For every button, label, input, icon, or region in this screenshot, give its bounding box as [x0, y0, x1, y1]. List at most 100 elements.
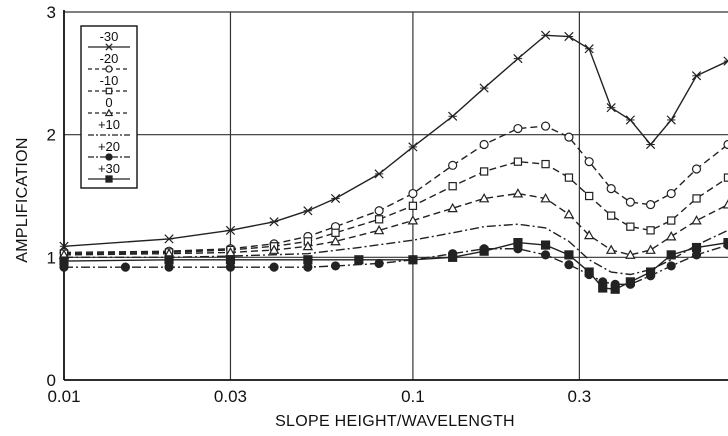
data-point — [645, 139, 656, 150]
data-point — [691, 242, 702, 253]
data-point — [564, 260, 574, 270]
data-point — [374, 215, 384, 224]
data-point — [606, 211, 616, 220]
data-point — [407, 215, 419, 225]
legend-label: -30 — [100, 29, 119, 44]
data-point — [105, 153, 113, 161]
data-point — [666, 250, 676, 260]
data-point — [303, 255, 313, 265]
data-point — [691, 215, 702, 225]
series-7 — [59, 238, 728, 294]
data-point — [646, 226, 655, 235]
data-point — [540, 240, 551, 250]
data-point — [605, 244, 617, 254]
data-point — [164, 255, 174, 265]
data-point — [666, 188, 676, 199]
data-point — [513, 53, 523, 64]
data-point — [606, 184, 616, 194]
data-point — [408, 255, 418, 265]
data-point — [667, 216, 676, 225]
data-point — [610, 284, 620, 294]
data-point — [541, 159, 550, 169]
data-point — [625, 277, 635, 287]
x-tick-label: 0.1 — [401, 387, 425, 406]
x-axis-title: SLOPE HEIGHT/WAVELENGTH — [275, 413, 515, 430]
x-tick-label: 0.01 — [47, 387, 80, 406]
data-point — [540, 30, 551, 40]
data-point — [374, 258, 384, 269]
data-point — [583, 229, 595, 240]
data-point — [331, 228, 340, 237]
data-point — [723, 238, 728, 248]
legend-item: -10 — [88, 73, 130, 95]
data-point — [330, 193, 341, 204]
data-point — [692, 194, 701, 203]
data-point — [584, 44, 594, 54]
data-point — [723, 173, 728, 182]
data-point — [105, 87, 113, 95]
data-point — [722, 199, 728, 209]
data-point — [691, 71, 702, 81]
series-line — [63, 34, 728, 247]
legend-item: -30 — [88, 29, 130, 51]
data-point — [540, 121, 551, 131]
x-tick-label: 0.3 — [568, 387, 592, 406]
data-point — [584, 191, 594, 201]
data-point — [584, 157, 594, 167]
y-tick-label: 2 — [47, 126, 56, 145]
data-point — [598, 283, 608, 293]
legend-label: -20 — [100, 51, 119, 66]
data-point — [646, 267, 656, 277]
data-point — [584, 267, 594, 277]
y-axis-title: AMPLIFICATION — [14, 137, 31, 262]
data-point — [479, 246, 489, 256]
data-point — [408, 188, 418, 199]
data-point — [723, 56, 728, 66]
data-point — [479, 167, 489, 176]
legend-item: +30 — [88, 161, 130, 183]
data-point — [448, 160, 458, 170]
data-point — [225, 255, 236, 265]
data-point — [330, 235, 341, 246]
data-point — [626, 222, 635, 231]
data-point — [625, 197, 635, 207]
data-point — [447, 202, 458, 213]
data-point — [666, 231, 677, 241]
data-point — [408, 142, 418, 152]
data-point — [303, 206, 313, 216]
data-point — [105, 175, 113, 183]
data-point — [479, 139, 489, 150]
series-line — [64, 244, 728, 286]
legend-item: +20 — [88, 139, 130, 161]
data-point — [564, 250, 574, 260]
data-point — [448, 111, 458, 121]
legend-item: 0 — [88, 95, 130, 117]
data-point — [513, 238, 523, 248]
data-point — [625, 249, 636, 259]
data-point — [354, 255, 364, 265]
data-point — [645, 244, 656, 254]
data-point — [563, 208, 575, 219]
data-point — [512, 188, 524, 198]
data-point — [646, 199, 656, 210]
data-point — [59, 256, 69, 266]
data-point — [564, 173, 574, 182]
series-5 — [64, 223, 728, 276]
data-point — [723, 139, 728, 150]
data-point — [268, 244, 280, 254]
data-point — [606, 103, 616, 113]
data-point — [164, 234, 174, 244]
data-point — [373, 224, 385, 235]
data-point — [448, 182, 457, 191]
data-point — [225, 225, 236, 235]
series-1 — [59, 30, 728, 251]
tick-labels: 0.01 0.03 0.1 0.3 0 1 2 3 — [47, 3, 592, 406]
series-2 — [59, 121, 728, 258]
legend-label: +10 — [98, 117, 120, 132]
data-point — [120, 262, 131, 272]
legend-label: 0 — [105, 95, 112, 110]
legend-label: -10 — [100, 73, 119, 88]
data-point — [479, 83, 489, 93]
data-point — [540, 193, 551, 203]
legend-label: +20 — [98, 139, 120, 154]
